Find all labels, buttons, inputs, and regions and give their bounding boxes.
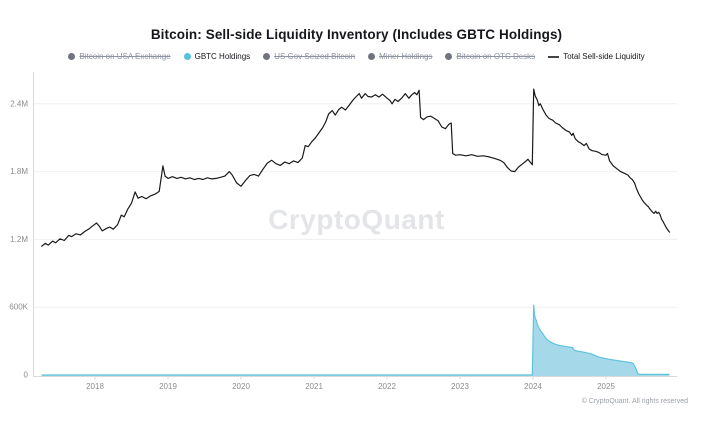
y-axis-label-600K: 600K: [9, 303, 28, 312]
y-axis-label-0: 0: [24, 371, 29, 380]
total-sell-side-liquidity-line: [41, 88, 671, 247]
legend-dot-us-gov-seized: [263, 53, 271, 60]
x-axis-label-2025: 2025: [597, 382, 615, 391]
legend-item-otc-desks[interactable]: Bitcoin on OTC Desks: [445, 52, 535, 61]
legend-label-otc-desks: Bitcoin on OTC Desks: [456, 52, 536, 61]
legend-item-gbtc-holdings[interactable]: GBTC Holdings: [183, 52, 251, 61]
x-axis-label-2023: 2023: [451, 382, 469, 391]
y-axis-label-1.8M: 1.8M: [10, 167, 28, 176]
x-axis-label-2021: 2021: [305, 382, 323, 391]
legend-label-gbtc-holdings: GBTC Holdings: [194, 52, 251, 61]
legend-dot-gbtc-holdings: [183, 53, 191, 60]
legend-label-total-sell-side: Total Sell-side Liquidity: [563, 52, 645, 61]
legend-line-marker-total-sell-side: [548, 55, 560, 58]
legend-dot-usa-exchange: [68, 53, 76, 60]
legend-item-total-sell-side[interactable]: Total Sell-side Liquidity: [548, 52, 645, 61]
legend-item-usa-exchange[interactable]: Bitcoin on USA Exchange: [68, 52, 171, 61]
legend-item-us-gov-seized[interactable]: US Gov Seized Bitcoin: [263, 52, 355, 61]
gbtc-holdings-line: [41, 304, 670, 376]
legend-dot-miner-holdings: [368, 53, 376, 60]
chart-title: Bitcoin: Sell-side Liquidity Inventory (…: [150, 27, 563, 42]
legend-item-miner-holdings[interactable]: Miner Holdings: [368, 52, 432, 61]
x-axis-label-2020: 2020: [232, 382, 250, 391]
y-axis-label-1.2M: 1.2M: [10, 235, 28, 244]
legend-dot-otc-desks: [445, 53, 453, 60]
legend-label-us-gov-seized: US Gov Seized Bitcoin: [274, 52, 356, 61]
x-axis-label-2024: 2024: [524, 382, 542, 391]
copyright-notice: © CryptoQuant. All rights reserved: [581, 398, 688, 405]
x-axis-label-2019: 2019: [159, 382, 177, 391]
legend-label-usa-exchange: Bitcoin on USA Exchange: [79, 52, 171, 61]
x-axis-label-2018: 2018: [86, 382, 104, 391]
gbtc-holdings-area: [41, 304, 670, 376]
x-axis-label-2022: 2022: [378, 382, 396, 391]
y-axis-label-2.4M: 2.4M: [10, 99, 28, 108]
legend-label-miner-holdings: Miner Holdings: [379, 52, 433, 61]
legend: Bitcoin on USA Exchange GBTC Holdings US G…: [0, 52, 713, 61]
